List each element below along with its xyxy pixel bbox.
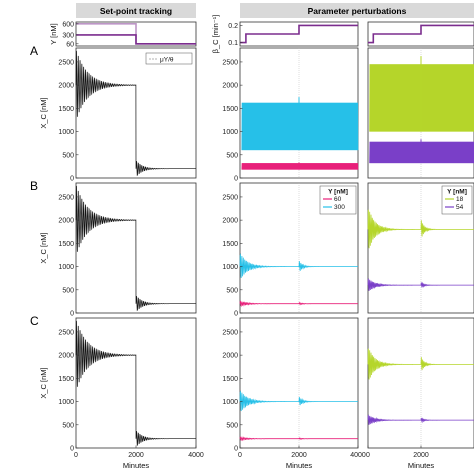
ytick-label: 500 <box>226 152 238 159</box>
legend-box <box>441 185 473 215</box>
legend-item: 60 <box>334 196 342 203</box>
xtick-label: 0 <box>74 452 78 459</box>
ytick-label: 500 <box>226 287 238 294</box>
xc-trace-violet <box>367 414 474 425</box>
ytick-label: 1500 <box>58 376 74 383</box>
header-left-bg <box>76 3 196 18</box>
ytick-label: 0 <box>70 176 74 183</box>
x-axis-label: Minutes <box>408 461 435 470</box>
xtick-label: 0 <box>366 452 370 459</box>
xc-trace-magenta <box>239 436 358 442</box>
oscillation-fill-violet <box>369 141 474 164</box>
row-label-b: B <box>30 179 38 193</box>
ytick-label: 2000 <box>222 83 238 90</box>
ytick-label: 600 <box>62 21 74 28</box>
legend-item: 54 <box>456 204 464 211</box>
y-axis-label: X_C [nM] <box>39 97 48 128</box>
ytick-label: 0 <box>70 311 74 318</box>
ytick-label: 2500 <box>222 329 238 336</box>
ytick-label: 0.1 <box>228 40 238 47</box>
header-right-bg <box>240 3 474 18</box>
param-series-line <box>368 24 474 44</box>
param-series-line <box>240 24 358 44</box>
y-axis-label: X_C [nM] <box>39 367 48 398</box>
legend-box <box>145 52 193 65</box>
ytick-label: 2000 <box>222 218 238 225</box>
xc-trace-cyan <box>239 390 358 412</box>
ytick-label: 1500 <box>222 106 238 113</box>
row-label-a: A <box>30 44 38 58</box>
ytick-label: 1000 <box>58 399 74 406</box>
legend-item: 18 <box>456 196 464 203</box>
xtick-label: 2000 <box>413 452 429 459</box>
ytick-label: 2000 <box>58 83 74 90</box>
xtick-label: 2000 <box>291 452 307 459</box>
ytick-label: 60 <box>66 41 74 48</box>
ytick-label: 0.2 <box>228 23 238 30</box>
xtick-label: 4000 <box>188 452 204 459</box>
ytick-label: 1500 <box>222 376 238 383</box>
xc-trace-lime <box>367 348 474 380</box>
ytick-label: 1500 <box>58 106 74 113</box>
xc-trace <box>75 50 196 177</box>
xc-trace-violet <box>367 278 474 291</box>
ytick-label: 1000 <box>222 399 238 406</box>
ytick-label: 2000 <box>222 353 238 360</box>
ytick-label: 1000 <box>222 129 238 136</box>
ytick-label: 300 <box>62 32 74 39</box>
ytick-label: 0 <box>234 311 238 318</box>
ytick-label: 2000 <box>58 218 74 225</box>
xc-trace-magenta <box>239 300 358 308</box>
legend-item: 300 <box>334 204 345 211</box>
ytick-label: 1000 <box>58 264 74 271</box>
plot-frame-top-right-param <box>367 21 474 47</box>
y-axis-label: Y [nM] <box>49 23 58 45</box>
legend-title: Y [nM] <box>447 189 467 196</box>
ytick-label: 1000 <box>222 264 238 271</box>
xc-trace <box>75 320 196 447</box>
plot-frame-top-mid-param <box>239 21 359 47</box>
legend-box <box>319 185 357 215</box>
ytick-label: 2500 <box>58 59 74 66</box>
y-axis-label: β_C [min⁻¹] <box>211 15 220 54</box>
xc-trace-lime <box>367 209 474 249</box>
ytick-label: 2500 <box>222 194 238 201</box>
xtick-label: 2000 <box>128 452 144 459</box>
param-series-line <box>76 23 196 45</box>
plot-frame-top-left-Y <box>75 21 197 47</box>
ytick-label: 1000 <box>58 129 74 136</box>
ytick-label: 2500 <box>222 59 238 66</box>
ytick-label: 2500 <box>58 194 74 201</box>
x-axis-label: Minutes <box>286 461 313 470</box>
ytick-label: 2000 <box>58 353 74 360</box>
oscillation-fill-lime <box>369 64 474 132</box>
ytick-label: 2500 <box>58 329 74 336</box>
plot-frame-B-left <box>75 182 197 314</box>
ytick-label: 500 <box>62 152 74 159</box>
x-axis-label: Minutes <box>123 461 150 470</box>
ytick-label: 0 <box>234 446 238 453</box>
ytick-label: 1500 <box>58 241 74 248</box>
xc-trace-cyan <box>239 253 358 278</box>
oscillation-fill-cyan <box>241 102 358 151</box>
header-left: Set-point tracking <box>100 6 172 16</box>
ytick-label: 500 <box>62 422 74 429</box>
plot-frame-A-left <box>75 47 197 179</box>
ytick-label: 500 <box>226 422 238 429</box>
xtick-label: 0 <box>238 452 242 459</box>
header-right: Parameter perturbations <box>308 6 407 16</box>
legend-label: μY/θ <box>160 57 174 64</box>
ytick-label: 0 <box>70 446 74 453</box>
oscillation-fill-magenta <box>241 163 358 170</box>
ytick-label: 500 <box>62 287 74 294</box>
row-label-c: C <box>30 314 39 328</box>
ytick-label: 1500 <box>222 241 238 248</box>
xtick-label: 4000 <box>350 452 366 459</box>
y-axis-label: X_C [nM] <box>39 232 48 263</box>
ytick-label: 0 <box>234 176 238 183</box>
legend-title: Y [nM] <box>328 189 348 196</box>
xc-trace <box>75 185 196 312</box>
